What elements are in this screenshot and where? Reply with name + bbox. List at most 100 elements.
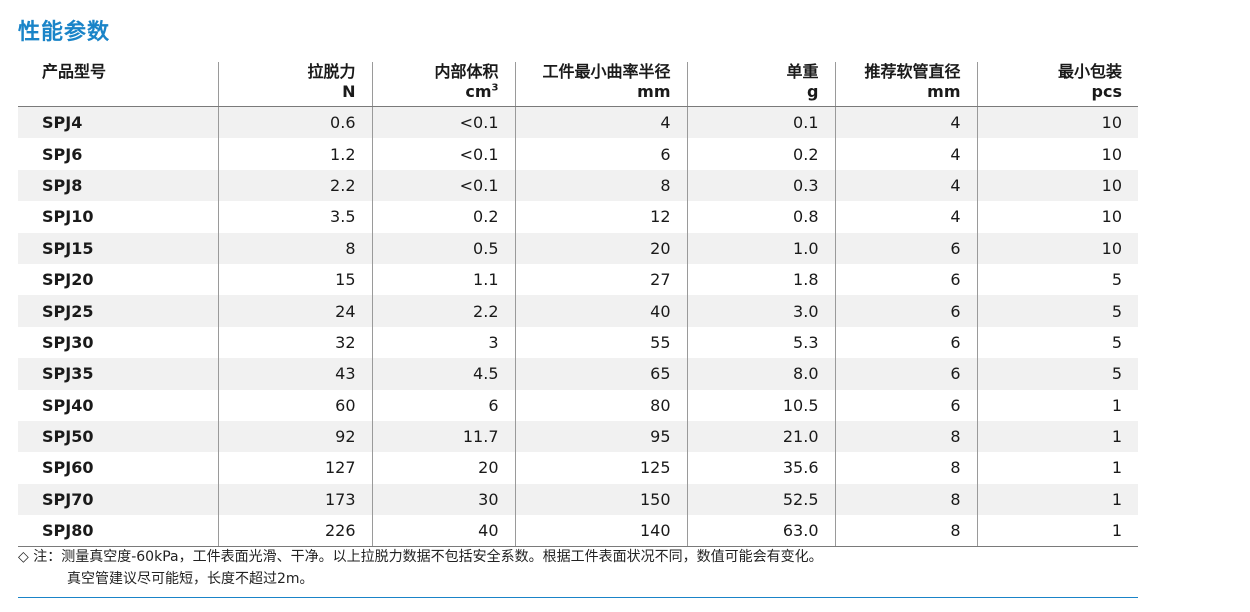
column-header-unit: pcs [978,82,1122,102]
model-cell: SPJ25 [18,295,218,327]
column-header-unit: N [219,82,355,102]
value-cell: 10 [976,169,1138,202]
value-cell: <0.1 [371,138,515,170]
value-cell: 10 [976,106,1138,139]
value-cell: 1 [976,483,1138,516]
value-cell: <0.1 [371,106,515,139]
value-cell: 40 [371,515,515,548]
column-header-unit: g [688,82,818,102]
value-cell: 10 [976,232,1138,264]
bottom-divider [18,597,1138,598]
value-cell: 173 [217,483,372,516]
value-cell: 6 [834,232,977,264]
model-cell: SPJ80 [18,515,218,548]
value-cell: 6 [834,295,977,327]
column-header: 工件最小曲率半径 mm [514,62,687,107]
table-body: SPJ4 0.6 <0.1 4 0.1 4 10 SPJ6 1.2 <0.1 6 0.2 4 10 SPJ8… [18,106,1138,548]
column-header-label: 最小包装 [1057,62,1122,81]
column-header: 拉脱力 N [217,62,372,107]
value-cell: 32 [217,326,372,359]
table-row: SPJ4 0.6 <0.1 4 0.1 4 10 [18,106,1138,139]
value-cell: 24 [217,295,372,327]
table-row: SPJ30 32 3 55 5.3 6 5 [18,326,1138,359]
value-cell: 55 [514,326,687,359]
value-cell: 5.3 [686,326,835,359]
value-cell: 3.5 [217,201,372,233]
value-cell: 1.8 [686,263,835,296]
model-cell: SPJ70 [18,483,218,516]
footnote: ◇ 注：测量真空度-60kPa，工件表面光滑、干净。以上拉脱力数据不包括安全系数… [18,546,823,590]
value-cell: 1 [976,515,1138,548]
value-cell: 6 [514,138,687,170]
value-cell: 63.0 [686,515,835,548]
performance-table: 产品型号 拉脱力 N 内部体积 cm3 工件最小曲率半径 mm 单重 g 推荐软管直径 mm 最小包装… [18,62,1138,548]
value-cell: 0.3 [686,169,835,202]
column-header-label: 拉脱力 [307,62,356,81]
model-cell: SPJ35 [18,358,218,390]
value-cell: 1 [976,389,1138,421]
column-header-label: 单重 [786,62,819,81]
model-cell: SPJ30 [42,332,94,352]
value-cell: 4 [514,106,687,139]
value-cell: 8 [834,483,977,516]
value-cell: 6 [371,389,515,421]
value-cell: 8.0 [686,358,835,390]
table-row: SPJ40 60 6 80 10.5 6 1 [18,389,1138,421]
value-cell: 6 [834,389,977,421]
value-cell: 4.5 [371,358,515,390]
value-cell: 127 [217,452,372,484]
column-header-label: 产品型号 [42,62,107,81]
value-cell: 5 [976,295,1138,327]
value-cell: 8 [834,515,977,548]
value-cell: 8 [834,452,977,484]
value-cell: 6 [834,326,977,359]
value-cell: 150 [514,483,687,516]
value-cell: 65 [514,358,687,390]
table-row: SPJ50 92 11.7 95 21.0 8 1 [18,420,1138,453]
table-row: SPJ15 8 0.5 20 1.0 6 10 [18,232,1138,264]
value-cell: 1 [976,452,1138,484]
unit-text: mm [637,82,671,101]
unit-superscript: 3 [491,82,499,94]
column-header-label: 工件最小曲率半径 [542,62,671,81]
value-cell: 12 [514,201,687,233]
page-title: 性能参数 [18,20,111,45]
value-cell: 2.2 [371,295,515,327]
value-cell: 10.5 [686,389,835,421]
value-cell: 4 [834,106,977,139]
column-header: 单重 g [686,62,835,107]
value-cell: 11.7 [371,420,515,453]
table-header-row: 产品型号 拉脱力 N 内部体积 cm3 工件最小曲率半径 mm 单重 g 推荐软管直径 mm 最小包装… [18,62,1138,107]
value-cell: 1.2 [217,138,372,170]
value-cell: 4 [834,201,977,233]
table-row: SPJ10 3.5 0.2 12 0.8 4 10 [18,201,1138,233]
value-cell: 1.0 [686,232,835,264]
value-cell: 0.6 [217,106,372,139]
column-header-unit: cm3 [373,82,499,102]
model-cell: SPJ40 [42,395,94,415]
value-cell: 10 [976,201,1138,233]
column-header: 产品型号 [18,62,218,107]
value-cell: 0.2 [686,138,835,170]
value-cell: 30 [371,483,515,516]
table-row: SPJ6 1.2 <0.1 6 0.2 4 10 [18,138,1138,170]
value-cell: 8 [217,232,372,264]
table-row: SPJ8 2.2 <0.1 8 0.3 4 10 [18,169,1138,202]
value-cell: 35.6 [686,452,835,484]
value-cell: 5 [976,358,1138,390]
table-row: SPJ35 43 4.5 65 8.0 6 5 [18,358,1138,390]
model-cell: SPJ20 [42,270,94,290]
value-cell: 15 [217,263,372,296]
table-row: SPJ70 173 30 150 52.5 8 1 [18,483,1138,516]
value-cell: 21.0 [686,420,835,453]
value-cell: 5 [976,263,1138,296]
model-cell: SPJ60 [42,458,94,478]
table-row: SPJ60 127 20 125 35.6 8 1 [18,452,1138,484]
value-cell: 4 [834,169,977,202]
table-row: SPJ80 226 40 140 63.0 8 1 [18,515,1138,548]
value-cell: 226 [217,515,372,548]
value-cell: 5 [976,326,1138,359]
value-cell: 0.1 [686,106,835,139]
value-cell: 140 [514,515,687,548]
value-cell: 1 [976,420,1138,453]
